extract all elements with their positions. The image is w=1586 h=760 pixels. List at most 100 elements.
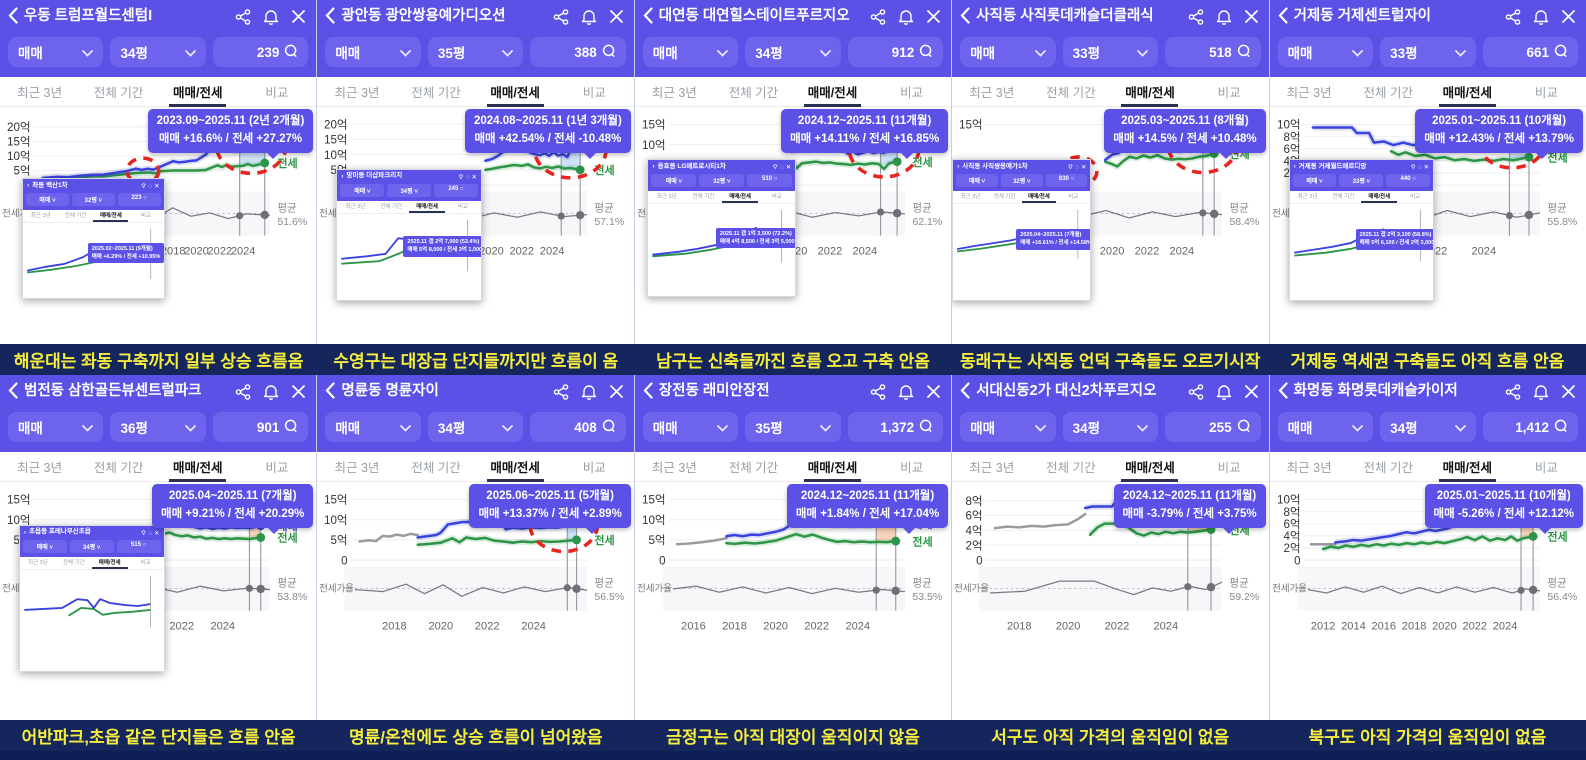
back-icon[interactable] xyxy=(643,7,653,28)
tab-item[interactable]: 최근 3년 xyxy=(334,86,380,100)
close-icon[interactable] xyxy=(1561,384,1576,399)
tab-item[interactable]: 최근 3년 xyxy=(17,86,63,100)
tab-sale-jeonse-active[interactable]: 매매/전세 xyxy=(793,77,872,107)
tab-item[interactable]: 전체 기간 xyxy=(1363,461,1413,475)
trade-type-dropdown[interactable]: 매매 xyxy=(8,412,104,442)
close-icon[interactable] xyxy=(291,9,306,24)
back-icon[interactable] xyxy=(8,7,18,28)
trade-type-dropdown[interactable]: 매매 xyxy=(1277,37,1374,67)
trade-type-dropdown[interactable]: 매매 xyxy=(642,37,739,67)
close-icon[interactable] xyxy=(1561,9,1576,24)
share-icon[interactable] xyxy=(870,8,886,25)
trade-type-dropdown[interactable]: 매매 xyxy=(8,37,104,67)
bell-icon[interactable] xyxy=(1216,8,1232,25)
tab-sale-jeonse-active[interactable]: 매매/전세 xyxy=(1110,452,1189,482)
trade-type-dropdown[interactable]: 매매 xyxy=(1277,412,1374,442)
tab-item[interactable]: 최근 3년 xyxy=(969,86,1015,100)
back-icon[interactable] xyxy=(1278,382,1288,403)
tab-item[interactable]: 최근 3년 xyxy=(651,86,697,100)
tab-item[interactable]: 전체 기간 xyxy=(93,86,144,100)
tab-sale-jeonse-active[interactable]: 매매/전세 xyxy=(476,452,555,482)
tab-item[interactable]: 비교 xyxy=(1534,461,1558,475)
tab-item[interactable]: 비교 xyxy=(1534,86,1558,100)
tab-item[interactable]: 최근 3년 xyxy=(651,461,697,475)
chat-count-button[interactable]: 1,412 xyxy=(1482,412,1578,442)
tab-item[interactable]: 최근 3년 xyxy=(1286,461,1332,475)
tab-item[interactable]: 전체 기간 xyxy=(728,461,779,475)
back-icon[interactable] xyxy=(1278,7,1288,28)
tab-item[interactable]: 비교 xyxy=(265,461,289,475)
chat-count-button[interactable]: 255 xyxy=(1165,412,1261,442)
share-icon[interactable] xyxy=(553,383,569,400)
tab-item[interactable]: 비교 xyxy=(1217,86,1241,100)
close-icon[interactable] xyxy=(926,384,941,399)
bell-icon[interactable] xyxy=(898,8,914,25)
tab-item[interactable]: 비교 xyxy=(900,461,924,475)
size-dropdown[interactable]: 34평 xyxy=(427,412,524,442)
tab-sale-jeonse-active[interactable]: 매매/전세 xyxy=(158,452,237,482)
back-icon[interactable] xyxy=(325,7,335,28)
tab-item[interactable]: 최근 3년 xyxy=(969,461,1015,475)
tab-sale-jeonse-active[interactable]: 매매/전세 xyxy=(1428,77,1507,107)
tab-item[interactable]: 비교 xyxy=(900,86,924,100)
chat-count-button[interactable]: 1,372 xyxy=(847,412,944,442)
close-icon[interactable] xyxy=(1244,384,1259,399)
bell-icon[interactable] xyxy=(263,383,279,400)
tab-sale-jeonse-active[interactable]: 매매/전세 xyxy=(1110,77,1189,107)
size-dropdown[interactable]: 33평 xyxy=(1062,37,1159,67)
size-dropdown[interactable]: 34평 xyxy=(1062,412,1159,442)
size-dropdown[interactable]: 36평 xyxy=(110,412,206,442)
share-icon[interactable] xyxy=(1505,8,1521,25)
size-dropdown[interactable]: 34평 xyxy=(110,37,206,67)
tab-item[interactable]: 전체 기간 xyxy=(93,461,144,475)
share-icon[interactable] xyxy=(1188,383,1204,400)
share-icon[interactable] xyxy=(870,383,886,400)
trade-type-dropdown[interactable]: 매매 xyxy=(960,412,1056,442)
back-icon[interactable] xyxy=(643,382,653,403)
tab-item[interactable]: 최근 3년 xyxy=(334,461,380,475)
size-dropdown[interactable]: 34평 xyxy=(745,37,841,67)
size-dropdown[interactable]: 35평 xyxy=(427,37,524,67)
tab-item[interactable]: 비교 xyxy=(1217,461,1241,475)
trade-type-dropdown[interactable]: 매매 xyxy=(325,412,421,442)
back-icon[interactable] xyxy=(960,7,970,28)
bell-icon[interactable] xyxy=(1533,383,1549,400)
back-icon[interactable] xyxy=(960,382,970,403)
close-icon[interactable] xyxy=(609,384,624,399)
chat-count-button[interactable]: 661 xyxy=(1482,37,1578,67)
chat-count-button[interactable]: 239 xyxy=(212,37,309,67)
tab-item[interactable]: 전체 기간 xyxy=(728,86,779,100)
close-icon[interactable] xyxy=(1244,9,1259,24)
trade-type-dropdown[interactable]: 매매 xyxy=(960,37,1056,67)
share-icon[interactable] xyxy=(553,8,569,25)
bell-icon[interactable] xyxy=(581,383,597,400)
tab-sale-jeonse-active[interactable]: 매매/전세 xyxy=(793,452,872,482)
bell-icon[interactable] xyxy=(1533,8,1549,25)
share-icon[interactable] xyxy=(1505,383,1521,400)
share-icon[interactable] xyxy=(1188,8,1204,25)
chat-count-button[interactable]: 912 xyxy=(847,37,944,67)
tab-sale-jeonse-active[interactable]: 매매/전세 xyxy=(158,77,237,107)
tab-item[interactable]: 최근 3년 xyxy=(1286,86,1332,100)
chat-count-button[interactable]: 518 xyxy=(1165,37,1261,67)
bell-icon[interactable] xyxy=(581,8,597,25)
share-icon[interactable] xyxy=(235,383,251,400)
trade-type-dropdown[interactable]: 매매 xyxy=(325,37,421,67)
chat-count-button[interactable]: 408 xyxy=(530,412,626,442)
bell-icon[interactable] xyxy=(898,383,914,400)
tab-item[interactable]: 전체 기간 xyxy=(1363,86,1413,100)
back-icon[interactable] xyxy=(8,382,18,403)
size-dropdown[interactable]: 34평 xyxy=(1380,412,1476,442)
tab-sale-jeonse-active[interactable]: 매매/전세 xyxy=(476,77,555,107)
bell-icon[interactable] xyxy=(263,8,279,25)
tab-item[interactable]: 비교 xyxy=(265,86,289,100)
tab-sale-jeonse-active[interactable]: 매매/전세 xyxy=(1428,452,1507,482)
tab-item[interactable]: 전체 기간 xyxy=(411,86,461,100)
back-icon[interactable] xyxy=(325,382,335,403)
trade-type-dropdown[interactable]: 매매 xyxy=(642,412,739,442)
tab-item[interactable]: 비교 xyxy=(582,461,606,475)
size-dropdown[interactable]: 35평 xyxy=(745,412,841,442)
tab-item[interactable]: 전체 기간 xyxy=(1046,86,1096,100)
close-icon[interactable] xyxy=(926,9,941,24)
chat-count-button[interactable]: 901 xyxy=(212,412,309,442)
